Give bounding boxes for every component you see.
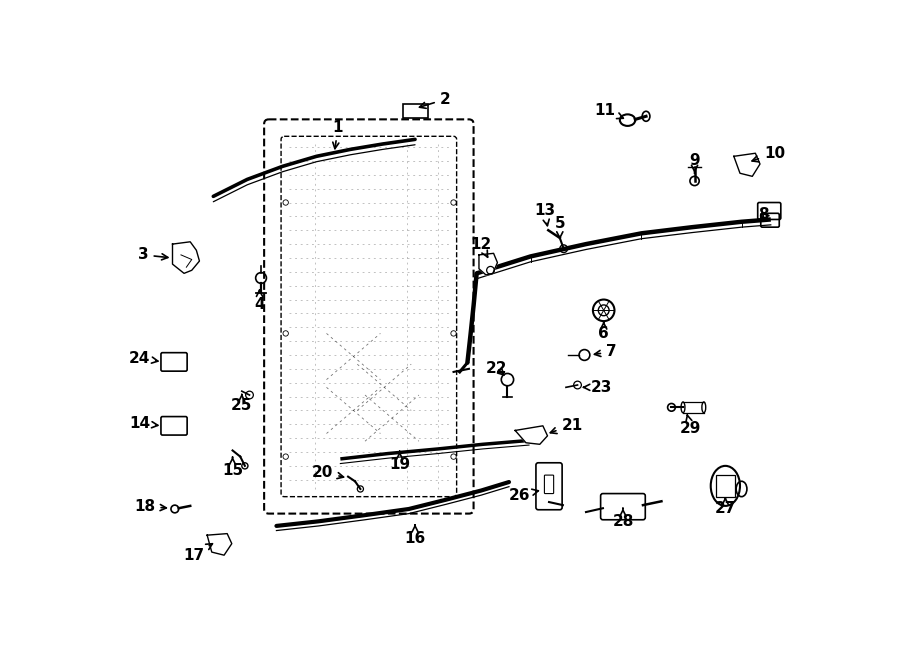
Polygon shape — [734, 153, 760, 176]
Text: 11: 11 — [594, 102, 624, 118]
Text: 24: 24 — [129, 350, 158, 366]
Text: 23: 23 — [584, 380, 612, 395]
Text: 2: 2 — [419, 92, 450, 108]
Text: 22: 22 — [486, 360, 508, 375]
Text: 12: 12 — [470, 237, 491, 257]
Text: 26: 26 — [509, 488, 538, 502]
Text: 10: 10 — [752, 145, 785, 162]
Text: 7: 7 — [594, 344, 616, 360]
Bar — [402, 104, 428, 118]
Text: 20: 20 — [312, 465, 344, 479]
Text: 1: 1 — [333, 120, 343, 149]
Text: 28: 28 — [612, 508, 634, 529]
Polygon shape — [207, 533, 232, 555]
Text: 6: 6 — [598, 323, 609, 341]
Text: 17: 17 — [183, 544, 212, 563]
Polygon shape — [515, 426, 547, 444]
Text: 4: 4 — [254, 290, 265, 313]
Polygon shape — [479, 253, 498, 275]
Text: 18: 18 — [134, 499, 166, 514]
Text: 13: 13 — [534, 203, 555, 225]
Text: 3: 3 — [138, 247, 168, 262]
Text: 27: 27 — [715, 498, 736, 516]
Text: 8: 8 — [759, 208, 769, 222]
Text: 29: 29 — [680, 415, 701, 436]
Text: 16: 16 — [404, 525, 426, 546]
Text: 14: 14 — [129, 416, 158, 431]
Text: 19: 19 — [389, 451, 410, 472]
Text: 21: 21 — [550, 418, 582, 434]
Polygon shape — [173, 242, 200, 274]
Bar — [716, 475, 734, 496]
Text: 5: 5 — [554, 215, 565, 238]
Text: 25: 25 — [231, 395, 253, 412]
Text: 15: 15 — [222, 457, 243, 478]
Text: 9: 9 — [689, 153, 700, 173]
